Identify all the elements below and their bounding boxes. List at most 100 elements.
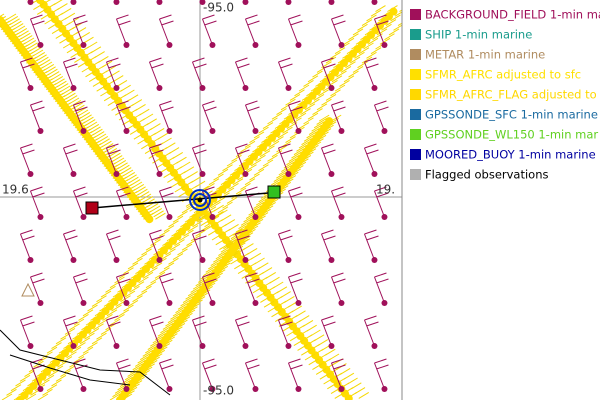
flag-barb bbox=[66, 46, 78, 54]
wind-barb bbox=[244, 276, 256, 304]
wind-barb bbox=[159, 358, 172, 364]
flag-barb bbox=[148, 151, 160, 159]
station-dot bbox=[199, 0, 206, 5]
station-dot bbox=[371, 0, 378, 5]
station-dot bbox=[381, 300, 388, 306]
station-dot bbox=[209, 300, 216, 306]
flag-barb bbox=[61, 356, 73, 363]
station-dot bbox=[70, 85, 77, 91]
flag-barb bbox=[264, 145, 275, 153]
wind-barb bbox=[235, 229, 248, 235]
station-dot bbox=[328, 257, 335, 263]
lon-label: -95.0 bbox=[203, 384, 234, 398]
flag-barb bbox=[211, 233, 223, 241]
station-dot bbox=[80, 128, 87, 134]
flag-barb bbox=[160, 326, 171, 334]
station-dot bbox=[80, 214, 87, 220]
flag-barb bbox=[190, 234, 202, 242]
flag-barb bbox=[196, 214, 208, 222]
wind-barb bbox=[245, 186, 258, 192]
flag-barb bbox=[308, 358, 319, 366]
flag-barb bbox=[339, 42, 350, 50]
wind-barb bbox=[22, 235, 35, 241]
flag-barb bbox=[361, 19, 373, 27]
flag-barb bbox=[321, 98, 332, 106]
flag-barb bbox=[46, 384, 58, 392]
flag-barb bbox=[208, 228, 219, 236]
station-dot bbox=[156, 0, 163, 5]
station-dot bbox=[252, 300, 259, 306]
flag-barb bbox=[303, 117, 314, 125]
station-dot bbox=[209, 214, 216, 220]
wind-barb bbox=[72, 18, 84, 46]
flag-barb bbox=[316, 103, 328, 111]
flag-barb bbox=[208, 178, 220, 186]
wind-barb bbox=[204, 192, 217, 198]
flag-barb bbox=[345, 61, 356, 69]
wind-barb bbox=[237, 149, 250, 155]
center-dot bbox=[197, 197, 203, 203]
wind-barb bbox=[333, 20, 346, 26]
flag-barb bbox=[73, 356, 85, 363]
wind-barb bbox=[364, 143, 377, 149]
flag-barb bbox=[102, 314, 113, 321]
station-dot bbox=[199, 171, 206, 177]
flag-barb bbox=[87, 304, 98, 312]
flag-barb bbox=[276, 108, 287, 115]
flag-barb bbox=[291, 151, 302, 159]
flag-barb bbox=[192, 220, 203, 228]
flag-barb bbox=[96, 295, 107, 303]
wind-barb bbox=[201, 362, 213, 390]
flag-barb bbox=[109, 318, 121, 326]
wind-barb bbox=[323, 321, 336, 327]
wind-barb bbox=[321, 315, 334, 321]
flag-barb bbox=[370, 47, 382, 55]
wind-barb bbox=[277, 319, 289, 347]
wind-barb bbox=[237, 321, 250, 327]
wind-barb bbox=[234, 319, 246, 347]
flag-barb bbox=[244, 140, 256, 148]
flag-barb bbox=[246, 164, 257, 172]
wind-barb bbox=[106, 57, 119, 63]
flag-barb bbox=[43, 374, 55, 382]
flag-barb bbox=[367, 37, 379, 45]
wind-barb bbox=[118, 278, 131, 284]
wind-barb bbox=[115, 190, 127, 218]
flag-barb bbox=[297, 343, 308, 351]
flag-barb bbox=[85, 70, 96, 78]
flag-barb bbox=[268, 140, 280, 148]
flag-barb bbox=[64, 328, 76, 335]
flag-barb bbox=[159, 267, 170, 275]
flag-barb bbox=[361, 56, 373, 64]
wind-barb bbox=[373, 362, 385, 390]
flag-barb bbox=[232, 178, 244, 186]
station-dot bbox=[295, 300, 302, 306]
flag-barb bbox=[57, 360, 68, 368]
flag-barb bbox=[145, 243, 157, 251]
wind-barb bbox=[116, 272, 129, 278]
flag-barb bbox=[177, 248, 188, 256]
wind-barb bbox=[288, 14, 301, 20]
flag-barb bbox=[46, 346, 58, 354]
station-dot bbox=[252, 128, 259, 134]
wind-barb bbox=[331, 272, 344, 278]
flag-barb bbox=[163, 262, 175, 270]
wind-barb bbox=[22, 63, 35, 69]
flag-barb bbox=[119, 380, 131, 387]
wind-barb bbox=[19, 319, 31, 347]
flag-barb bbox=[37, 393, 49, 400]
wind-barb bbox=[290, 20, 303, 26]
flag-barb bbox=[334, 47, 346, 55]
flag-barb bbox=[107, 99, 119, 107]
flag-barb bbox=[81, 65, 93, 73]
flag-barb bbox=[330, 51, 341, 59]
flag-barb bbox=[289, 334, 301, 342]
flag-barb bbox=[162, 323, 174, 330]
flag-barb bbox=[153, 210, 164, 218]
flag-barb bbox=[318, 114, 330, 122]
legend: BACKGROUND_FIELD 1-min ma SHIP 1-min mari… bbox=[410, 8, 600, 182]
flag-barb bbox=[78, 351, 89, 359]
flag-barb bbox=[274, 315, 286, 323]
flag-barb bbox=[210, 201, 221, 209]
flag-barb bbox=[385, 19, 397, 27]
